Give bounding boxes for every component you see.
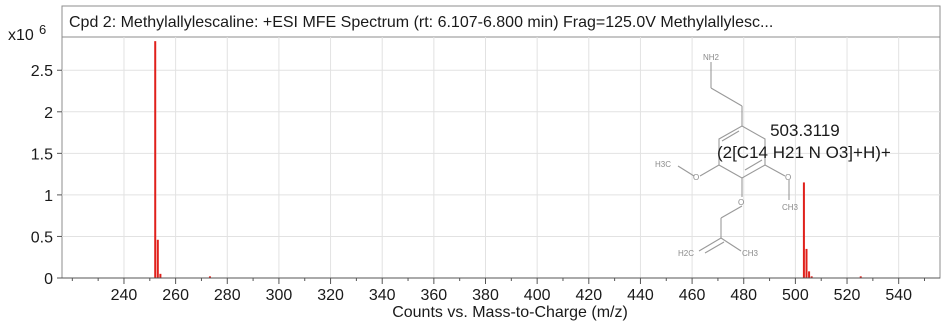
y-multiplier-label: x10 — [8, 27, 34, 44]
label-h2c: H2C — [678, 249, 694, 258]
x-tick-label: 380 — [472, 287, 499, 304]
plot-area — [61, 36, 941, 279]
x-tick-label: 240 — [111, 287, 138, 304]
title-box — [61, 5, 941, 38]
chart-title: Cpd 2: Methylallylescaline: +ESI MFE Spe… — [69, 14, 773, 31]
label-h3c-left: H3C — [655, 160, 671, 169]
x-tick-label: 540 — [885, 287, 912, 304]
x-tick-label: 300 — [266, 287, 293, 304]
spectrum-peak — [154, 41, 157, 278]
x-tick-label: 400 — [524, 287, 551, 304]
y-exponent-label: 6 — [39, 22, 46, 37]
y-tick-label: 2.5 — [31, 63, 53, 80]
molecule-structure — [677, 62, 790, 254]
spectrum-peak — [156, 239, 159, 278]
y-tick-label: 0 — [44, 271, 53, 288]
y-tick-label: 1.5 — [31, 146, 53, 163]
x-tick-label: 280 — [214, 287, 241, 304]
x-tick-label: 460 — [679, 287, 706, 304]
x-tick-label: 320 — [317, 287, 344, 304]
y-tick-label: 2 — [44, 105, 53, 122]
spectrum-peaks — [154, 41, 862, 278]
molecule-labels: NH2 H3C O O CH3 O H2C CH3 — [655, 53, 799, 258]
spectrum-peak — [208, 276, 211, 278]
y-tick-label: 1 — [44, 188, 53, 205]
peak-annotation-mz: 503.3119 — [770, 121, 840, 140]
spectrum-peak — [802, 182, 805, 278]
x-tick-label: 500 — [782, 287, 809, 304]
label-ch3-right: CH3 — [782, 203, 799, 212]
spectrum-peak — [808, 271, 811, 278]
x-tick-label: 260 — [162, 287, 189, 304]
label-nh2: NH2 — [703, 53, 720, 62]
y-tick-label: 0.5 — [31, 229, 53, 246]
spectrum-peak — [810, 276, 813, 278]
x-axis-title: Counts vs. Mass-to-Charge (m/z) — [392, 304, 628, 321]
grid-lines — [62, 37, 940, 278]
label-o-bottom: O — [738, 198, 744, 207]
x-tick-label: 440 — [627, 287, 654, 304]
x-tick-label: 420 — [575, 287, 602, 304]
spectrum-peak — [805, 248, 808, 278]
label-o-right: O — [785, 173, 791, 182]
peak-annotations: 503.3119 (2[C14 H21 N O3]+H)+ — [717, 121, 891, 162]
label-ch3-bottom: CH3 — [742, 249, 759, 258]
x-tick-label: 340 — [369, 287, 396, 304]
x-tick-label: 520 — [834, 287, 861, 304]
label-o-left: O — [693, 173, 699, 182]
peak-annotation-formula: (2[C14 H21 N O3]+H)+ — [717, 143, 891, 162]
spectrum-peak — [159, 273, 162, 278]
x-tick-label: 480 — [730, 287, 757, 304]
axis-ticks: 240 260 280 300 320 340 360 380 400 420 440 460 480 5… — [31, 63, 940, 304]
spectrum-peak — [859, 276, 862, 278]
x-tick-label: 360 — [421, 287, 448, 304]
